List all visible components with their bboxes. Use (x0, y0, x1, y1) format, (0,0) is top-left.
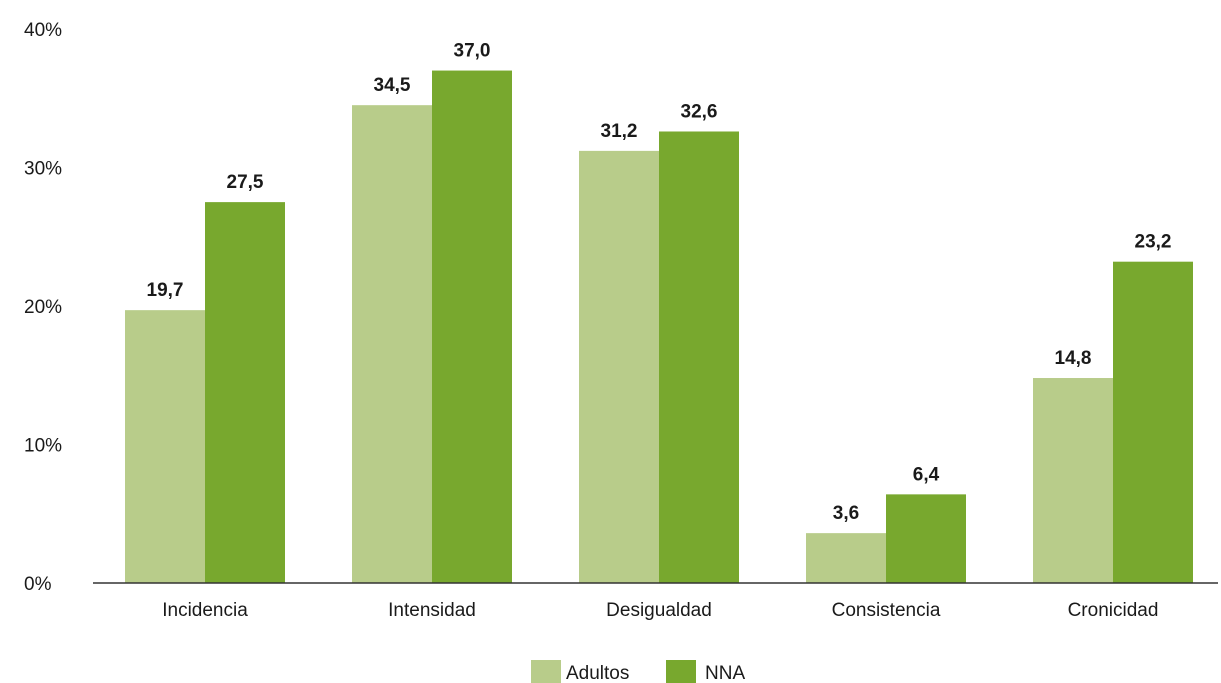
data-label: 23,2 (1135, 232, 1172, 253)
category-label: Intensidad (388, 600, 476, 621)
bar-adultos-desigualdad (579, 150, 659, 583)
data-label: 31,2 (601, 121, 638, 142)
data-label: 14,8 (1055, 348, 1092, 369)
data-label: 37,0 (454, 41, 491, 62)
bar-adultos-consistencia (806, 533, 886, 583)
y-tick-label: 30% (24, 159, 62, 180)
legend-swatch-nna (666, 660, 696, 683)
data-labels: 19,7 27,5 34,5 37,0 31,2 32,6 3,6 6,4 14,8 23,2 (147, 41, 1172, 525)
category-label: Desigualdad (606, 600, 712, 621)
category-label: Incidencia (162, 600, 248, 621)
y-tick-label: 0% (24, 574, 52, 595)
category-label: Consistencia (832, 600, 941, 621)
data-label: 6,4 (913, 464, 940, 485)
bar-nna-intensidad (432, 70, 512, 584)
bar-nna-desigualdad (659, 131, 739, 584)
bar-adultos-incidencia (125, 310, 205, 583)
legend: Adultos NNA (531, 660, 745, 683)
x-axis: Incidencia Intensidad Desigualdad Consisten… (162, 600, 1158, 621)
data-label: 32,6 (681, 101, 718, 122)
y-tick-label: 10% (24, 436, 62, 457)
bar-nna-cronicidad (1113, 261, 1193, 583)
bar-nna-consistencia (886, 494, 966, 583)
bar-adultos-intensidad (352, 105, 432, 584)
data-label: 34,5 (374, 75, 411, 96)
legend-label-adultos: Adultos (566, 663, 629, 683)
category-label: Cronicidad (1068, 600, 1159, 621)
legend-swatch-adultos (531, 660, 561, 683)
bars (125, 70, 1193, 584)
bar-adultos-cronicidad (1033, 378, 1113, 583)
data-label: 27,5 (227, 172, 264, 193)
legend-label-nna: NNA (705, 663, 745, 683)
data-label: 19,7 (147, 280, 184, 301)
data-label: 3,6 (833, 503, 859, 524)
y-tick-label: 40% (24, 20, 62, 41)
bar-nna-incidencia (205, 202, 285, 583)
y-axis: 0% 10% 20% 30% 40% (24, 20, 62, 595)
y-tick-label: 20% (24, 297, 62, 318)
